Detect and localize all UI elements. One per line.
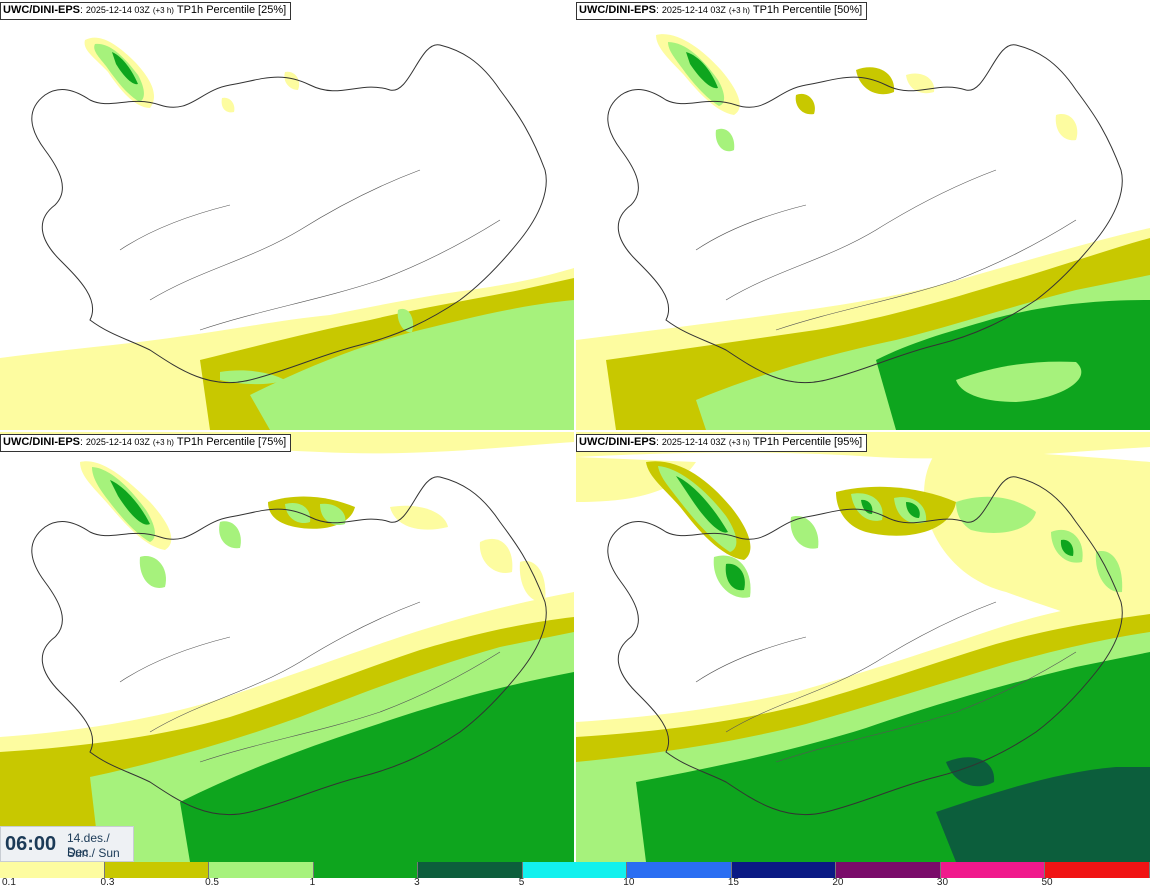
colorbar-segment (522, 862, 628, 878)
iceland-outline-p50 (607, 44, 1123, 384)
colorbar-segment (0, 862, 105, 878)
colorbar-segment (104, 862, 210, 878)
colorbar-segment (836, 862, 941, 878)
valid-weekday: Sun./ Sun (67, 846, 120, 860)
colorbar-segment (627, 862, 732, 878)
colorbar-tick-label: 20 (832, 877, 844, 888)
panel-title-p50: UWC/DINI-EPS: 2025-12-14 03Z (+3 h) TP1h… (576, 2, 868, 20)
run-time: 2025-12-14 03Z (661, 5, 726, 15)
colorbar-tick-label: 15 (727, 877, 739, 888)
run-time: 2025-12-14 03Z (85, 5, 150, 15)
colorbar-tick-label: 0.3 (100, 877, 115, 888)
percentile: [25%] (258, 4, 287, 16)
model-source: UWC/DINI-EPS (3, 4, 80, 16)
colorbar-segment (313, 862, 419, 878)
panel-title-p95: UWC/DINI-EPS: 2025-12-14 03Z (+3 h) TP1h… (576, 434, 868, 452)
valid-time-box: 06:00 14.des./ Dec Sun./ Sun (0, 826, 134, 862)
run-time: 2025-12-14 03Z (661, 437, 726, 447)
percentile: [50%] (834, 4, 863, 16)
colorbar-tick-label: 50 (1041, 877, 1053, 888)
lead-time: (+3 h) (728, 438, 750, 447)
colorbar-segment (940, 862, 1046, 878)
parameter: TP1h Percentile (176, 436, 256, 448)
model-source: UWC/DINI-EPS (3, 436, 80, 448)
panel-title-p25: UWC/DINI-EPS: 2025-12-14 03Z (+3 h) TP1h… (0, 2, 292, 20)
colorbar-segment (731, 862, 837, 878)
precip-colorbar (0, 862, 1150, 878)
precip-map-p25 (0, 37, 574, 430)
map-panel-p95: UWC/DINI-EPS: 2025-12-14 03Z (+3 h) TP1h… (576, 432, 1150, 862)
model-source: UWC/DINI-EPS (579, 436, 656, 448)
colorbar-tick-label: 5 (518, 877, 525, 888)
parameter: TP1h Percentile (752, 436, 832, 448)
valid-date: 14.des./ Dec (67, 831, 110, 859)
colorbar-tick-label: 30 (936, 877, 949, 888)
colorbar-segment (209, 862, 314, 878)
map-panel-p75: UWC/DINI-EPS: 2025-12-14 03Z (+3 h) TP1h… (0, 432, 574, 862)
iceland-outline-p95 (607, 476, 1123, 816)
parameter: TP1h Percentile (176, 4, 256, 16)
percentile: [75%] (258, 436, 287, 448)
iceland-outline-p75 (31, 476, 547, 816)
panel-title-p75: UWC/DINI-EPS: 2025-12-14 03Z (+3 h) TP1h… (0, 434, 292, 452)
colorbar-tick-label: 10 (623, 877, 635, 888)
parameter: TP1h Percentile (752, 4, 832, 16)
colorbar-tick-label: 1 (309, 877, 316, 888)
map-panel-p25: UWC/DINI-EPS: 2025-12-14 03Z (+3 h) TP1h… (0, 0, 574, 430)
map-panel-p50: UWC/DINI-EPS: 2025-12-14 03Z (+3 h) TP1h… (576, 0, 1150, 430)
panel-divider (574, 0, 576, 862)
colorbar-ticks: 0.1 0.3 0.5 1 3 5 10 15 20 30 50 (0, 876, 1150, 891)
iceland-outline-p25 (31, 44, 547, 384)
lead-time: (+3 h) (152, 438, 174, 447)
percentile: [95%] (834, 436, 863, 448)
run-time: 2025-12-14 03Z (85, 437, 150, 447)
lead-time: (+3 h) (728, 6, 750, 15)
precip-map-p95 (576, 432, 1150, 862)
colorbar-segment (418, 862, 523, 878)
colorbar-tick-label: 3 (414, 877, 420, 888)
lead-time: (+3 h) (152, 6, 174, 15)
colorbar-tick-label: 0.5 (205, 877, 219, 888)
colorbar-tick-label: 0.1 (2, 877, 16, 888)
precip-map-p50 (576, 34, 1150, 430)
valid-time-clock: 06:00 (5, 833, 57, 855)
model-source: UWC/DINI-EPS (579, 4, 656, 16)
